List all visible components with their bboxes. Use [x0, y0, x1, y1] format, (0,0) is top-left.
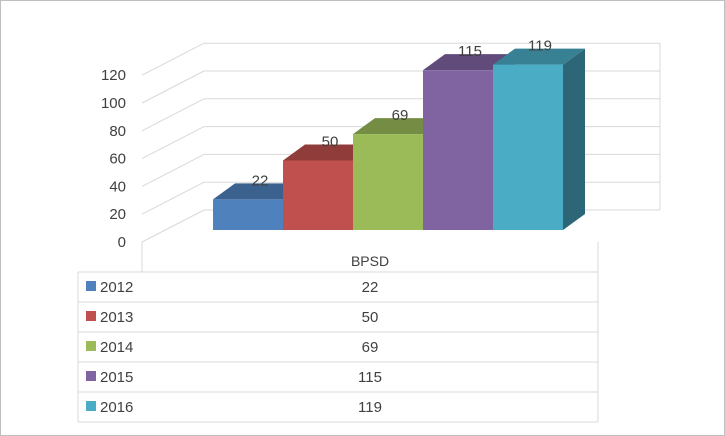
bar-top-face [423, 54, 515, 71]
bar-top-face [493, 48, 585, 65]
table-cell-value: 50 [362, 309, 379, 326]
bar-front-face [493, 64, 563, 230]
y-tick-label: 20 [109, 206, 126, 223]
y-tick-label: 0 [118, 234, 126, 251]
y-tick-label: 100 [101, 95, 126, 112]
legend-swatch [86, 341, 96, 351]
table-cell-value: 115 [358, 369, 382, 386]
data-label: 69 [392, 107, 409, 124]
data-label: 22 [252, 172, 269, 189]
legend-entry: 2012 [100, 279, 133, 296]
legend-entry: 2015 [100, 369, 133, 386]
data-labels: 22 50 69 115 119 [252, 38, 552, 190]
gridline-diagonal [141, 42, 205, 76]
legend-swatch [86, 281, 96, 291]
bar-top-face [353, 118, 445, 135]
bar-top-face [283, 144, 375, 161]
bar-front-face [283, 160, 353, 230]
category-label: BPSD [351, 253, 389, 269]
table-cell-value: 22 [362, 279, 379, 296]
data-table: BPSD 2012 22 2013 50 2014 69 2015 115 2016 119 [77, 242, 599, 423]
gridline-diagonal [141, 209, 205, 243]
gridline-diagonal [141, 153, 205, 187]
legend-entry: 2016 [100, 399, 133, 416]
gridline-diagonal [141, 98, 205, 132]
y-tick-label: 60 [109, 151, 126, 168]
legend-swatch [86, 371, 96, 381]
y-tick-label: 120 [101, 67, 126, 84]
gridline-diagonal [141, 70, 205, 104]
bar-front-face [423, 70, 493, 231]
bar-side-face [563, 48, 585, 231]
y-tick-label: 40 [109, 178, 126, 195]
table-cell-value: 69 [362, 339, 379, 356]
bar-2016 [493, 48, 585, 231]
table-cell-value: 119 [358, 399, 382, 416]
data-label: 115 [458, 43, 482, 60]
y-axis-ticks: 0 20 40 60 80 100 120 [101, 67, 126, 251]
legend-swatch [86, 401, 96, 411]
legend-entry: 2014 [100, 339, 133, 356]
bar-front-face [353, 134, 423, 230]
y-tick-label: 80 [109, 123, 126, 140]
data-label: 119 [528, 38, 552, 55]
bar-top-face [213, 183, 305, 200]
data-label: 50 [322, 134, 339, 151]
bar-front-face [213, 199, 283, 230]
gridline-diagonal [141, 126, 205, 160]
legend-swatch [86, 311, 96, 321]
bars [213, 48, 585, 231]
gridline-diagonal [141, 181, 205, 215]
legend-entry: 2013 [100, 309, 133, 326]
